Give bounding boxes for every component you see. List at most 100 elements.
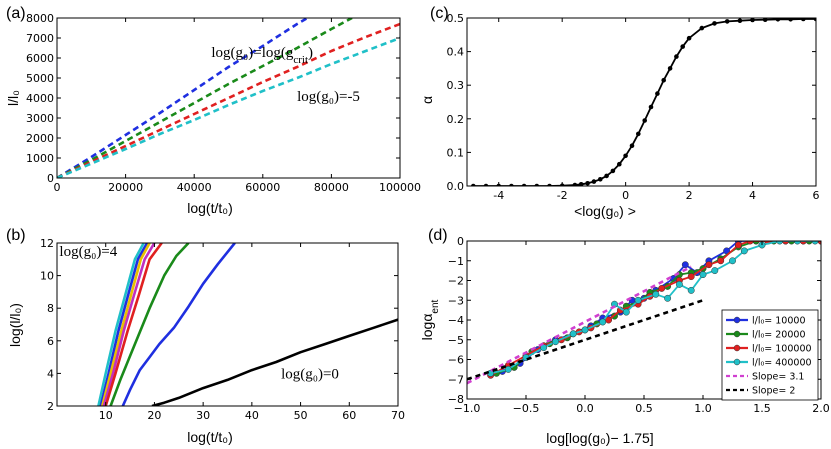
y-tick-label: −2 — [448, 275, 464, 288]
data-point — [623, 153, 628, 159]
data-point — [687, 273, 695, 281]
series-line-0 — [473, 18, 816, 186]
axes-frame — [56, 242, 399, 407]
data-point — [705, 261, 713, 269]
x-axis-label: log(t/t₀) — [187, 200, 233, 216]
data-point — [712, 21, 717, 26]
panel-label: (b) — [6, 227, 26, 244]
data-point — [648, 104, 654, 110]
y-tick-label: 4 — [47, 367, 54, 380]
annotation: log(g₀)=-5 — [297, 89, 360, 105]
annotation-sub: crit — [293, 54, 308, 66]
x-tick-label: 0.5 — [635, 402, 653, 415]
panel-label: (d) — [428, 227, 448, 244]
y-tick-label: 0 — [457, 235, 464, 248]
series-group — [57, 18, 400, 178]
data-point — [801, 18, 806, 22]
x-tick-label: 2.0 — [812, 402, 830, 415]
x-axis-label: <log(g₀) > — [574, 203, 636, 219]
data-point — [471, 183, 476, 186]
series-line-0 — [97, 243, 145, 406]
data-point — [740, 247, 748, 255]
data-point — [734, 241, 742, 249]
data-point — [636, 131, 641, 137]
data-point — [681, 261, 689, 269]
x-tick-label: 50 — [294, 409, 308, 422]
y-tick-label: 10 — [40, 270, 54, 283]
x-tick-label: −0.5 — [513, 402, 540, 415]
x-tick-label: -2 — [557, 189, 568, 202]
legend: l/l₀= 10000 l/l₀= 20000 l/l₀= 100000 l/l₀= … — [721, 309, 819, 401]
panel-a: 0 20000 40000 60000 80000 100000 0 1000 2000 3000… — [5, 5, 421, 216]
data-point — [729, 257, 736, 265]
data-point — [483, 183, 489, 186]
x-tick-label: 100000 — [379, 181, 421, 194]
data-point — [724, 19, 730, 24]
y-tick-label: 0.1 — [447, 146, 465, 159]
data-point — [667, 66, 673, 71]
series-line-5 — [109, 243, 190, 406]
data-point — [617, 161, 622, 167]
y-tick-label: −6 — [448, 354, 464, 367]
x-tick-label: 0 — [622, 189, 629, 202]
series-line-1 — [57, 18, 353, 178]
data-point — [599, 318, 607, 326]
legend-marker — [733, 358, 741, 366]
series-line-5 — [467, 299, 704, 381]
data-point — [655, 91, 660, 96]
x-tick-label: 4 — [749, 189, 756, 202]
y-tick-label: 0.5 — [447, 12, 465, 25]
x-tick-label: 40000 — [177, 181, 212, 194]
data-point — [534, 183, 540, 186]
data-point — [652, 290, 660, 298]
panel-c: -4 -2 0 2 4 6 0.0 0.1 0.2 0.3 0.4 0.5 <log(g₀) > α (c) — [419, 5, 820, 219]
y-tick-label: 0.0 — [447, 180, 465, 193]
data-point — [762, 18, 768, 22]
y-axis-label: logαent — [419, 299, 441, 340]
legend-marker — [733, 316, 741, 324]
annotation: log(g₀)=0 — [281, 366, 339, 382]
x-tick-label: 6 — [813, 189, 820, 202]
y-tick-label: 3000 — [26, 112, 54, 125]
x-tick-label: 0.0 — [576, 402, 594, 415]
y-tick-label: 6 — [47, 335, 54, 348]
series-group — [471, 18, 816, 186]
annotation-tail: ) — [308, 45, 313, 61]
x-tick-label: 80000 — [314, 181, 349, 194]
y-axis-label: l/l₀ — [5, 90, 21, 106]
x-tick-label: 20 — [147, 409, 161, 422]
data-point — [610, 168, 616, 174]
data-point — [581, 326, 589, 334]
panel-label: (a) — [6, 5, 26, 22]
y-axis-label: log(l/l₀) — [7, 303, 23, 347]
x-tick-label: 30 — [196, 409, 210, 422]
data-point — [572, 182, 578, 186]
data-point — [569, 330, 577, 338]
series-line-1 — [99, 243, 149, 406]
data-point — [661, 77, 666, 83]
legend-box — [721, 309, 819, 401]
y-tick-label: 0 — [47, 172, 54, 185]
data-point — [598, 177, 603, 182]
x-tick-label: 2 — [686, 189, 693, 202]
series-line-3 — [57, 36, 400, 178]
y-tick-label: 7000 — [26, 32, 54, 45]
data-point — [711, 267, 719, 275]
data-point — [699, 25, 705, 31]
data-point — [585, 181, 590, 186]
data-point — [604, 173, 609, 179]
y-tick-label: 2 — [47, 400, 54, 413]
x-axis-label: log(t/t₀) — [187, 429, 233, 445]
series-line-4 — [467, 265, 692, 385]
y-axis-label-sub: ent — [430, 299, 441, 313]
data-point — [642, 118, 647, 123]
x-tick-label: 0 — [54, 181, 61, 194]
data-point — [552, 338, 559, 346]
y-tick-label: 0.3 — [447, 79, 465, 92]
data-point — [547, 183, 552, 186]
y-tick-label: 1000 — [26, 152, 54, 165]
x-tick-label: -4 — [493, 189, 504, 202]
series-line-3 — [102, 243, 156, 406]
data-point — [629, 143, 635, 148]
